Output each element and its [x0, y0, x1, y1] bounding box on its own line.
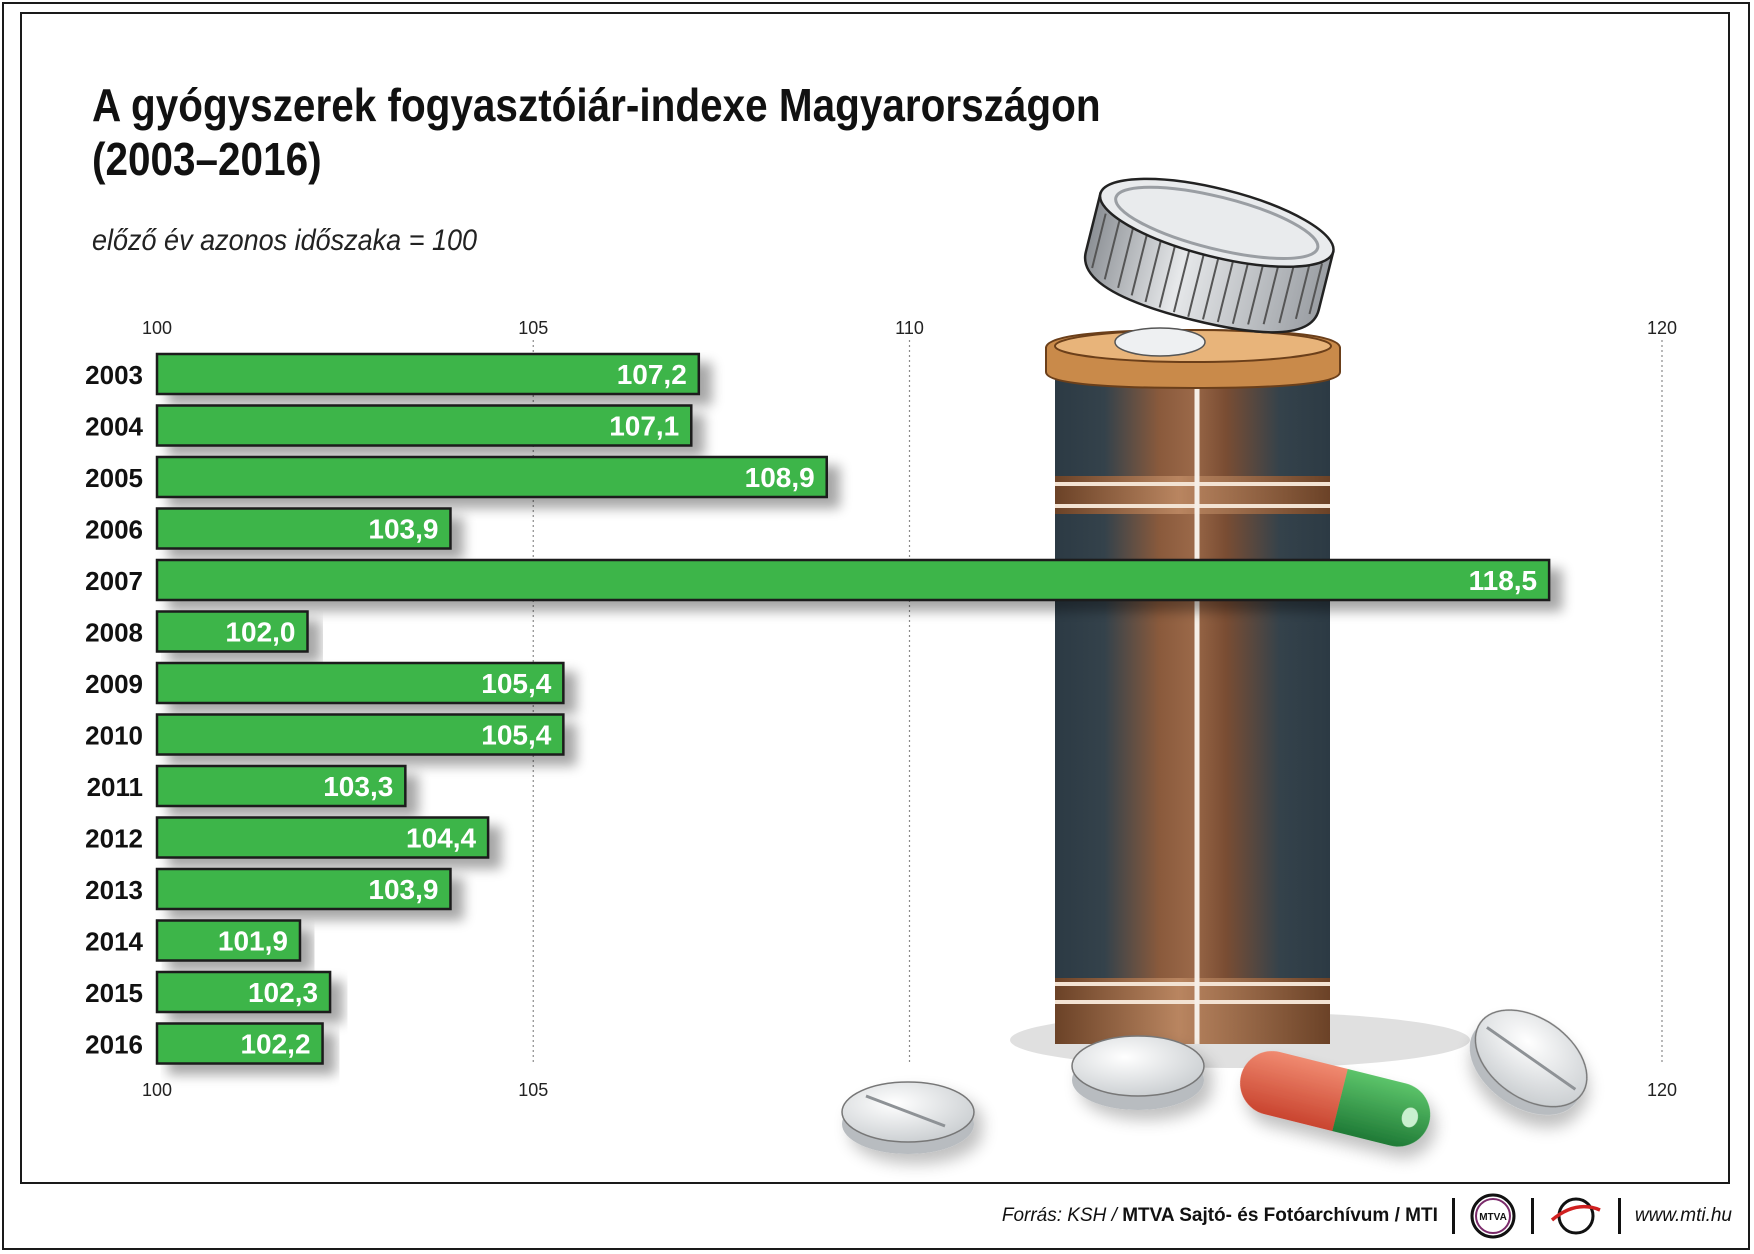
bar [155, 404, 693, 447]
category-labels: 2003 2004 2005 2006 2007 2008 2009 2010 2011 2012… [85, 360, 143, 1060]
footer-divider [1451, 1198, 1455, 1234]
footer-divider [1530, 1198, 1534, 1234]
category-label: 2003 [85, 360, 143, 390]
chart-title-line2: (2003–2016) [92, 133, 322, 185]
tablet-icon [1469, 1009, 1588, 1115]
bar-value-label: 102,2 [240, 1029, 310, 1060]
category-label: 2016 [85, 1030, 143, 1060]
bar-value-label: 102,0 [225, 617, 295, 648]
bar-value-label: 118,5 [1469, 565, 1538, 596]
bar-value-label: 105,4 [481, 668, 551, 699]
bottle-lid-icon [1083, 177, 1335, 334]
category-label: 2009 [85, 669, 143, 699]
bar-value-label: 107,1 [609, 411, 679, 442]
category-label: 2015 [85, 978, 143, 1008]
axis-ticks: 100 105 110 120 100 105 120 [142, 318, 1677, 1100]
bar [155, 1022, 324, 1065]
bar-value-label: 101,9 [218, 926, 288, 957]
category-label: 2006 [85, 515, 143, 545]
x-tick-label-bottom: 120 [1647, 1080, 1677, 1100]
bar [155, 507, 452, 550]
bar-value-label: 102,3 [248, 977, 318, 1008]
bars-group: 107,2 107,1 108,9 103,9 118,5 102,0 105,4 105,4… [155, 352, 1551, 1065]
x-tick-label-top: 100 [142, 318, 172, 338]
chart-title-line1: A gyógyszerek fogyasztóiár-indexe Magyar… [92, 79, 1101, 131]
bar-value-label: 107,2 [617, 359, 687, 390]
category-label: 2013 [85, 875, 143, 905]
category-label: 2007 [85, 566, 143, 596]
category-label: 2014 [85, 927, 143, 957]
bar [155, 919, 302, 962]
bar-value-label: 103,3 [323, 771, 393, 802]
source-text: Forrás: KSH / [1001, 1205, 1117, 1226]
bar-value-label: 104,4 [406, 823, 476, 854]
category-label: 2010 [85, 721, 143, 751]
chart-subtitle: előző év azonos időszaka = 100 [92, 224, 478, 257]
bar [155, 661, 565, 705]
bar-value-label: 103,9 [368, 514, 438, 545]
x-tick-label-bottom: 105 [518, 1080, 548, 1100]
category-label: 2011 [87, 772, 143, 802]
bar [155, 610, 309, 653]
mtva-logo: MTVA [1470, 1193, 1516, 1239]
category-label: 2004 [85, 412, 143, 442]
tablet-icon [841, 1081, 975, 1154]
capsule-icon [1240, 1051, 1431, 1147]
bar [155, 970, 332, 1014]
category-label: 2005 [85, 463, 143, 493]
bar-value-label: 105,4 [481, 720, 551, 751]
x-tick-label-top: 105 [518, 318, 548, 338]
category-label: 2012 [85, 824, 143, 854]
chart-title: A gyógyszerek fogyasztóiár-indexe Magyar… [92, 78, 1236, 186]
x-tick-label-top: 120 [1647, 318, 1677, 338]
footer-url: www.mti.hu [1634, 1205, 1732, 1226]
category-label: 2008 [85, 618, 143, 648]
source-org: MTVA Sajtó- és Fotóarchívum / MTI [1122, 1205, 1438, 1226]
mti-logo [1550, 1197, 1601, 1235]
footer: Forrás: KSH / MTVA Sajtó- és Fotóarchívu… [1002, 1190, 1732, 1242]
bar [155, 816, 490, 859]
tablet-icon [1071, 1035, 1205, 1110]
bar-value-label: 108,9 [745, 462, 815, 493]
bar-value-label: 103,9 [368, 874, 438, 905]
x-tick-label-bottom: 100 [142, 1080, 172, 1100]
x-tick-label-top: 110 [895, 318, 924, 338]
bar [155, 713, 565, 756]
footer-divider [1617, 1198, 1621, 1234]
bar [155, 867, 452, 911]
bar [155, 558, 1551, 602]
bar [155, 352, 701, 396]
pill-bottle-icon [1010, 327, 1470, 1068]
svg-text:MTVA: MTVA [1479, 1212, 1507, 1223]
bar [155, 455, 828, 499]
bar [155, 764, 407, 808]
